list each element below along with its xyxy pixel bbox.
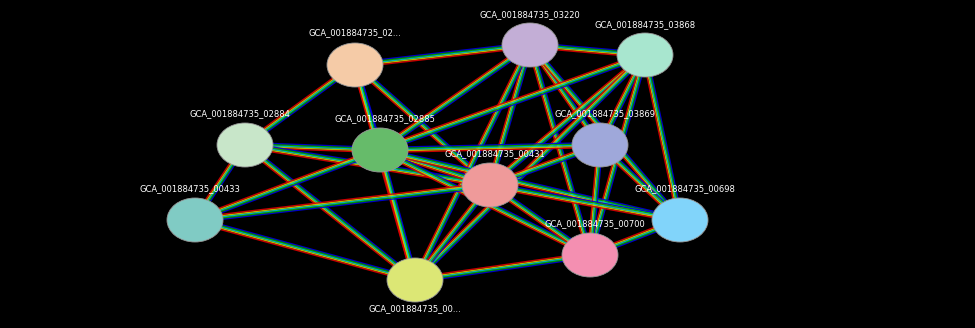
- Text: GCA_001884735_03220: GCA_001884735_03220: [480, 10, 580, 19]
- Text: GCA_001884735_00698: GCA_001884735_00698: [635, 184, 735, 193]
- Text: GCA_001884735_02885: GCA_001884735_02885: [334, 114, 436, 123]
- Ellipse shape: [562, 233, 618, 277]
- Ellipse shape: [462, 163, 518, 207]
- Ellipse shape: [167, 198, 223, 242]
- Ellipse shape: [502, 23, 558, 67]
- Ellipse shape: [327, 43, 383, 87]
- Text: GCA_001884735_02...: GCA_001884735_02...: [309, 28, 402, 37]
- Text: GCA_001884735_03868: GCA_001884735_03868: [595, 20, 695, 29]
- Text: GCA_001884735_03869: GCA_001884735_03869: [555, 109, 655, 118]
- Text: GCA_001884735_00433: GCA_001884735_00433: [139, 184, 241, 193]
- Text: GCA_001884735_00431: GCA_001884735_00431: [445, 149, 545, 158]
- Ellipse shape: [217, 123, 273, 167]
- Ellipse shape: [617, 33, 673, 77]
- Text: GCA_001884735_02884: GCA_001884735_02884: [189, 109, 291, 118]
- Text: GCA_001884735_00700: GCA_001884735_00700: [545, 219, 645, 228]
- Ellipse shape: [572, 123, 628, 167]
- Ellipse shape: [387, 258, 443, 302]
- Text: GCA_001884735_00...: GCA_001884735_00...: [369, 304, 461, 313]
- Ellipse shape: [352, 128, 408, 172]
- Ellipse shape: [652, 198, 708, 242]
